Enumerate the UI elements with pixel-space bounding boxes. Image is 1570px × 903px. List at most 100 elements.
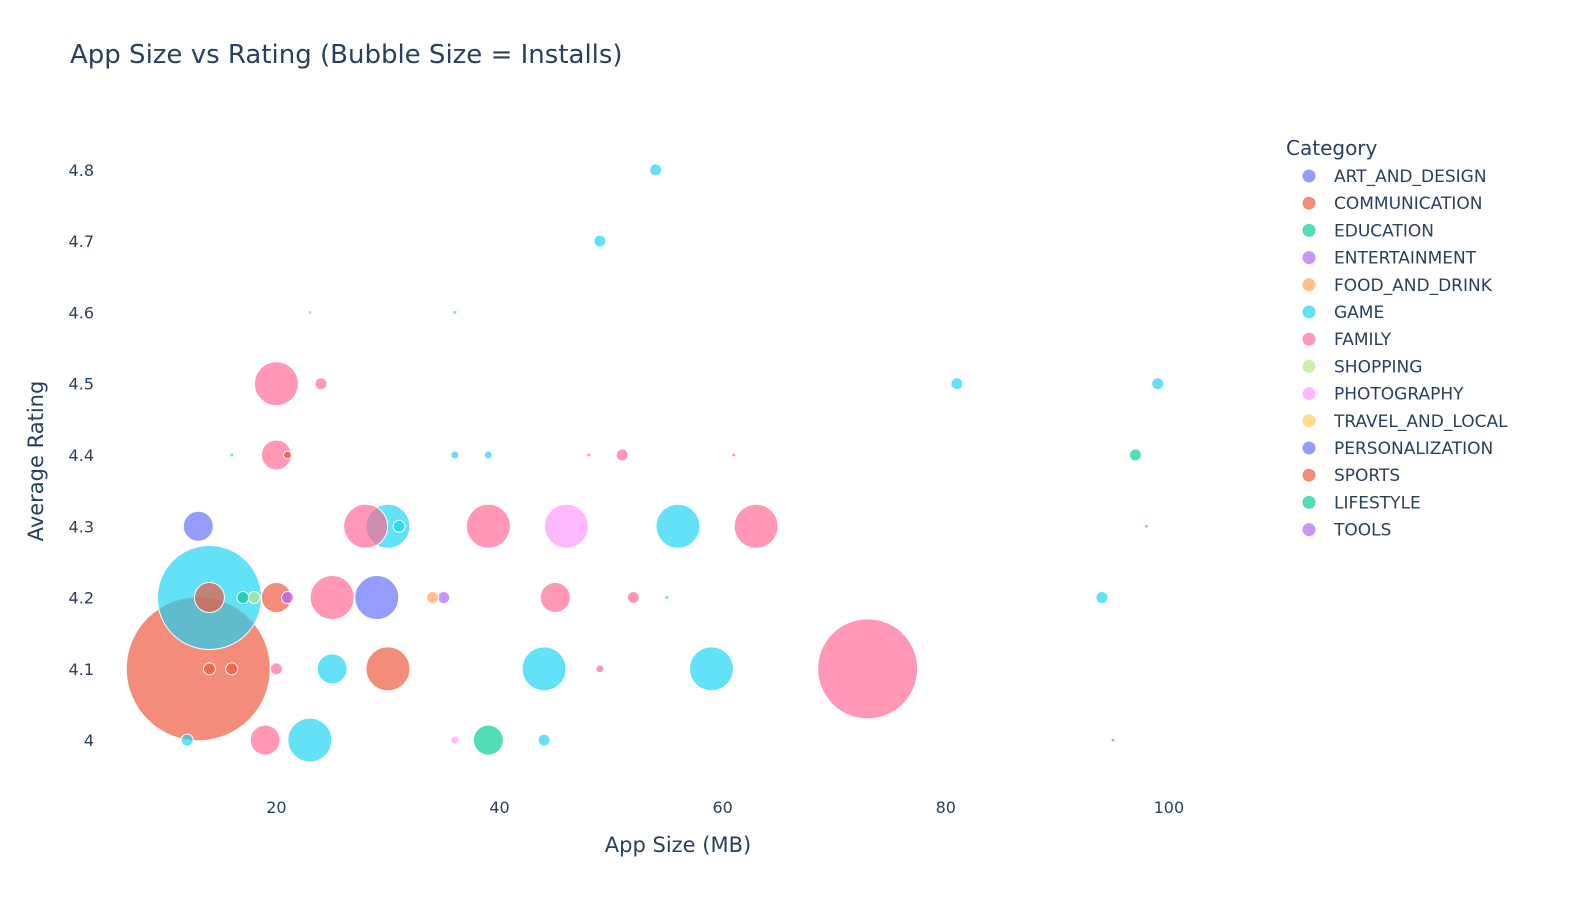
legend-item[interactable]: TRAVEL_AND_LOCAL xyxy=(1302,412,1509,432)
bubble-point[interactable] xyxy=(655,503,701,549)
legend-item[interactable]: PERSONALIZATION xyxy=(1302,439,1494,459)
legend-item[interactable]: EDUCATION xyxy=(1302,221,1434,241)
legend-item[interactable]: FAMILY xyxy=(1302,330,1392,350)
legend-item[interactable]: TOOLS xyxy=(1302,521,1392,541)
x-tick-label: 20 xyxy=(266,798,286,817)
bubble-point[interactable] xyxy=(817,618,919,720)
bubble-point[interactable] xyxy=(543,503,589,549)
legend-title: Category xyxy=(1286,136,1378,160)
bubble-point[interactable] xyxy=(287,717,333,763)
bubble-point[interactable] xyxy=(180,733,194,747)
x-tick-label: 80 xyxy=(936,798,956,817)
legend-item[interactable]: COMMUNICATION xyxy=(1302,194,1483,214)
bubble-point[interactable] xyxy=(626,591,640,605)
bubble-point[interactable] xyxy=(465,503,511,549)
legend-item[interactable]: GAME xyxy=(1302,303,1385,323)
x-tick-label: 100 xyxy=(1154,798,1185,817)
bubble-point[interactable] xyxy=(450,450,460,460)
legend-item[interactable]: SPORTS xyxy=(1302,466,1401,486)
legend-marker xyxy=(1302,495,1316,509)
bubble-point[interactable] xyxy=(537,733,551,747)
bubble-point[interactable] xyxy=(236,591,250,605)
bubble-point[interactable] xyxy=(483,450,493,460)
legend-label: ART_AND_DESIGN xyxy=(1334,167,1487,187)
bubble-point[interactable] xyxy=(269,662,283,676)
legend-label: TOOLS xyxy=(1333,521,1391,541)
legend-label: TRAVEL_AND_LOCAL xyxy=(1333,412,1508,432)
bubble-point[interactable] xyxy=(649,163,663,177)
legend-item[interactable]: FOOD_AND_DRINK xyxy=(1302,276,1493,296)
bubble-point[interactable] xyxy=(586,452,592,458)
bubble-point[interactable] xyxy=(202,662,216,676)
bubble-point[interactable] xyxy=(733,503,779,549)
bubble-point[interactable] xyxy=(249,724,281,756)
legend-marker xyxy=(1302,414,1316,428)
bubble-point[interactable] xyxy=(595,664,605,674)
bubble-point[interactable] xyxy=(472,724,504,756)
y-axis-ticks: 4 4.1 4.2 4.3 4.4 4.5 4.6 4.7 4.8 xyxy=(69,161,94,750)
legend-item[interactable]: ENTERTAINMENT xyxy=(1302,249,1477,269)
legend-label: PERSONALIZATION xyxy=(1334,439,1493,459)
legend-item[interactable]: PHOTOGRAPHY xyxy=(1302,385,1465,405)
legend-marker xyxy=(1302,169,1316,183)
bubble-point[interactable] xyxy=(1128,448,1142,462)
bubble-point[interactable] xyxy=(521,646,567,692)
legend-label: SPORTS xyxy=(1334,466,1400,486)
legend-marker xyxy=(1302,441,1316,455)
bubble-point[interactable] xyxy=(593,234,607,248)
bubble-point[interactable] xyxy=(1151,377,1165,391)
bubble-point[interactable] xyxy=(281,591,295,605)
y-tick-label: 4 xyxy=(84,731,94,750)
bubble-point[interactable] xyxy=(731,452,737,458)
legend-label: GAME xyxy=(1334,303,1384,323)
bubble-point[interactable] xyxy=(615,448,629,462)
bubble-point[interactable] xyxy=(253,361,299,407)
bubble-point[interactable] xyxy=(1095,591,1109,605)
bubble-point[interactable] xyxy=(343,503,389,549)
y-tick-label: 4.2 xyxy=(69,589,94,608)
bubble-point[interactable] xyxy=(437,591,451,605)
chart-title: App Size vs Rating (Bubble Size = Instal… xyxy=(70,40,623,70)
bubble-point[interactable] xyxy=(365,646,411,692)
bubble-point[interactable] xyxy=(539,582,571,614)
bubble-point[interactable] xyxy=(193,582,225,614)
legend-item[interactable]: ART_AND_DESIGN xyxy=(1302,167,1487,187)
legend-marker xyxy=(1302,251,1316,265)
x-axis-ticks: 20 40 60 80 100 xyxy=(266,798,1184,817)
bubble-point[interactable] xyxy=(309,575,355,621)
legend-marker xyxy=(1302,305,1316,319)
bubble-point[interactable] xyxy=(392,519,406,533)
legend-label: SHOPPING xyxy=(1334,357,1422,377)
legend-marker xyxy=(1302,387,1316,401)
legend-item[interactable]: LIFESTYLE xyxy=(1302,493,1421,513)
x-axis-title: App Size (MB) xyxy=(605,833,751,857)
legend-label: PHOTOGRAPHY xyxy=(1334,385,1464,405)
legend-marker xyxy=(1302,332,1316,346)
bubble-point[interactable] xyxy=(229,452,235,458)
bubble-point[interactable] xyxy=(688,646,734,692)
bubble-point[interactable] xyxy=(1110,737,1116,743)
bubble-point[interactable] xyxy=(225,662,239,676)
bubble-point[interactable] xyxy=(182,510,214,542)
bubble-point[interactable] xyxy=(247,591,261,605)
bubble-point[interactable] xyxy=(950,377,964,391)
bubble-point[interactable] xyxy=(314,377,328,391)
bubble-point[interactable] xyxy=(283,450,293,460)
bubble-point[interactable] xyxy=(316,653,348,685)
y-tick-label: 4.5 xyxy=(69,375,94,394)
bubble-point[interactable] xyxy=(354,575,400,621)
bubble-point[interactable] xyxy=(450,735,460,745)
x-tick-label: 40 xyxy=(489,798,509,817)
legend-marker xyxy=(1302,468,1316,482)
bubble-point[interactable] xyxy=(452,309,458,315)
y-tick-label: 4.4 xyxy=(69,446,94,465)
bubble-point[interactable] xyxy=(307,309,313,315)
legend-item[interactable]: SHOPPING xyxy=(1302,357,1423,377)
bubble-point[interactable] xyxy=(1144,523,1150,529)
bubble-point[interactable] xyxy=(664,595,670,601)
legend[interactable]: Category ART_AND_DESIGN COMMUNICATION EDUC… xyxy=(1286,136,1508,541)
legend-label: FOOD_AND_DRINK xyxy=(1334,276,1493,296)
x-tick-label: 60 xyxy=(712,798,732,817)
bubble-point[interactable] xyxy=(426,591,440,605)
